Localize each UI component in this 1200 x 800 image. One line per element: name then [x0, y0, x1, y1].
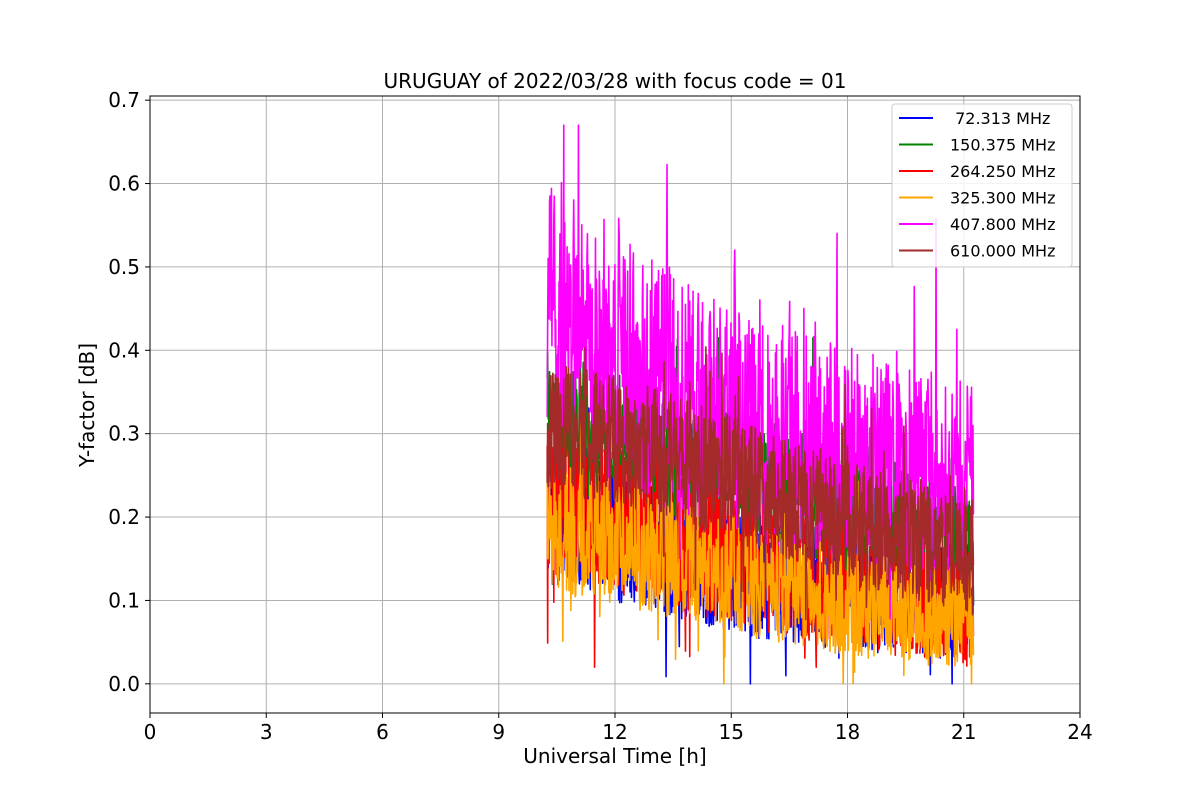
y-tick-label: 0.5 — [108, 255, 140, 279]
x-tick-label: 9 — [492, 720, 505, 744]
x-tick-label: 18 — [835, 720, 860, 744]
x-tick-label: 3 — [260, 720, 273, 744]
y-tick-label: 0.1 — [108, 588, 140, 612]
plot-lines — [546, 124, 975, 685]
legend-label: 325.300 MHz — [950, 189, 1055, 208]
legend-label: 407.800 MHz — [950, 215, 1055, 234]
legend-label: 610.000 MHz — [950, 242, 1055, 261]
y-tick-label: 0.2 — [108, 505, 140, 529]
series-line — [546, 346, 975, 621]
x-tick-label: 12 — [602, 720, 627, 744]
x-tick-label: 24 — [1067, 720, 1092, 744]
ticks: 0 3 6 9 12 15 18 21 24 0.0 0.1 0.2 0.3 0.4 0.5 0.6 0.7 — [108, 88, 1093, 744]
chart-title: URUGUAY of 2022/03/28 with focus code = … — [384, 69, 847, 93]
y-tick-label: 0.4 — [108, 338, 140, 362]
legend-label: 150.375 MHz — [950, 136, 1055, 155]
x-tick-label: 15 — [719, 720, 744, 744]
x-axis-label: Universal Time [h] — [523, 744, 706, 768]
legend: 72.313 MHz 150.375 MHz 264.250 MHz 325.300 … — [891, 103, 1073, 268]
legend-label: 72.313 MHz — [950, 109, 1050, 128]
legend-box — [891, 103, 1073, 268]
x-tick-label: 0 — [144, 720, 157, 744]
x-tick-label: 6 — [376, 720, 389, 744]
y-tick-label: 0.6 — [108, 172, 140, 196]
y-axis-label: Y-factor [dB] — [75, 343, 99, 468]
y-tick-label: 0.7 — [108, 88, 140, 112]
x-tick-label: 21 — [951, 720, 976, 744]
legend-label: 264.250 MHz — [950, 162, 1055, 181]
y-tick-label: 0.0 — [108, 672, 140, 696]
y-tick-label: 0.3 — [108, 422, 140, 446]
